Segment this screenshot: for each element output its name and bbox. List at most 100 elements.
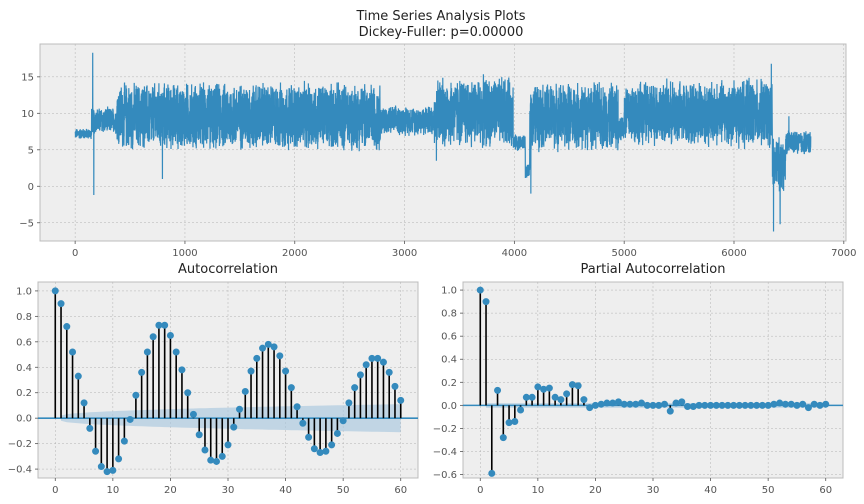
acf-stem-marker	[143, 348, 151, 356]
acf-stem-marker	[218, 452, 226, 460]
pacf-stem-marker	[563, 390, 571, 398]
acf-stem-marker	[195, 431, 203, 439]
pacf-stem-marker	[655, 401, 663, 409]
acf-stem-marker	[293, 403, 301, 411]
acf-y-tick-label: 0.4	[16, 363, 32, 374]
acf-stem-marker	[253, 354, 261, 362]
ts-x-tick-label: 1000	[172, 248, 197, 259]
acf-y-tick-label: −0.2	[8, 439, 32, 450]
pacf-stem-marker	[799, 400, 807, 408]
acf-stem-marker	[247, 367, 255, 375]
acf-stem-marker	[397, 396, 405, 404]
acf-stem-marker	[328, 441, 336, 449]
acf-y-tick-label: 1.0	[16, 286, 32, 297]
pacf-y-tick-label: 1.0	[441, 286, 457, 297]
acf-stem-marker	[155, 321, 163, 329]
ts-series-line	[74, 52, 812, 232]
acf-x-tick-label: 20	[164, 485, 177, 496]
acf-y-tick-label: 0.6	[16, 337, 32, 348]
pacf-y-tick-label: −0.4	[433, 447, 457, 458]
pacf-stem-marker	[597, 400, 605, 408]
ts-x-tick-label: 6000	[721, 248, 746, 259]
acf-axes: 0 10 20 30 40 50 60 −0.4 −0.2 0.0 0.2 0.4 0.6 0.8 1.0	[8, 281, 419, 496]
acf-stem-marker	[333, 429, 341, 437]
ts-y-tick-label: 15	[21, 72, 34, 83]
acf-stem-marker	[69, 348, 77, 356]
ts-x-tick-label: 2000	[282, 248, 307, 259]
main-title-line-2: Dickey-Fuller: p=0.00000	[358, 25, 524, 40]
pacf-stem-marker	[632, 400, 640, 408]
acf-stem-marker	[115, 455, 123, 463]
pacf-stem-marker	[488, 469, 496, 477]
acf-stem-marker	[236, 405, 244, 413]
acf-stem-marker	[92, 447, 100, 455]
pacf-stem-marker	[822, 400, 830, 408]
acf-stem-marker	[241, 387, 249, 395]
acf-stem-marker	[207, 456, 215, 464]
ts-x-tick-label: 3000	[392, 248, 417, 259]
acf-stem-marker	[287, 384, 295, 392]
acf-y-tick-label: 0.0	[16, 414, 32, 425]
pacf-stem-marker	[661, 400, 669, 408]
acf-stem-marker	[178, 366, 186, 374]
pacf-x-tick-label: 40	[704, 485, 717, 496]
acf-stem-marker	[166, 331, 174, 339]
pacf-stem-marker	[643, 401, 651, 409]
pacf-stem-marker	[689, 403, 697, 411]
pacf-stem-marker	[626, 400, 634, 408]
pacf-stem-marker	[753, 401, 761, 409]
pacf-x-tick-label: 20	[589, 485, 602, 496]
acf-stem-marker	[322, 447, 330, 455]
pacf-title: Partial Autocorrelation	[580, 262, 726, 277]
acf-stem-marker	[345, 399, 353, 407]
pacf-x-tick-label: 10	[531, 485, 544, 496]
acf-stem-marker	[379, 358, 387, 366]
pacf-stem-marker	[781, 400, 789, 408]
pacf-stem-marker	[517, 406, 525, 414]
acf-stem-marker	[282, 367, 290, 375]
ts-axes: 0 1000 2000 3000 4000 5000 6000 7000 −5 0 5 10 15	[19, 43, 857, 259]
acf-stem-marker	[270, 343, 278, 351]
main-title-line-1: Time Series Analysis Plots	[356, 9, 526, 24]
ts-y-tick-label: 5	[28, 145, 34, 156]
acf-stem-marker	[259, 344, 267, 352]
pacf-stem-marker	[580, 396, 588, 404]
acf-stem-marker	[126, 415, 134, 423]
acf-stem-marker	[138, 368, 146, 376]
pacf-stem-marker	[540, 385, 548, 393]
pacf-stem-marker	[724, 401, 732, 409]
pacf-stem-marker	[614, 398, 622, 406]
pacf-stem-marker	[499, 434, 507, 442]
pacf-stem-marker	[776, 399, 784, 407]
acf-stem-marker	[120, 437, 128, 445]
acf-stem-marker	[362, 361, 370, 369]
pacf-stem-marker	[522, 393, 530, 401]
pacf-stem-marker	[666, 407, 674, 415]
pacf-stem-marker	[707, 401, 715, 409]
pacf-stem-marker	[712, 401, 720, 409]
acf-stem-marker	[212, 457, 220, 465]
acf-x-tick-label: 40	[279, 485, 292, 496]
acf-stem-marker	[339, 417, 347, 425]
ts-y-tick-label: 0	[28, 182, 34, 193]
acf-x-tick-label: 10	[106, 485, 119, 496]
pacf-stem-marker	[804, 404, 812, 412]
pacf-stem-marker	[505, 419, 513, 427]
pacf-stem-marker	[764, 401, 772, 409]
acf-stem-marker	[172, 348, 180, 356]
ts-x-tick-label: 5000	[611, 248, 636, 259]
acf-y-tick-label: 0.8	[16, 312, 32, 323]
pacf-stem-marker	[695, 401, 703, 409]
pacf-stem-marker	[545, 384, 553, 392]
pacf-stem-marker	[637, 399, 645, 407]
pacf-stem-marker	[741, 401, 749, 409]
ts-y-tick-label: −5	[19, 218, 34, 229]
pacf-stem-marker	[476, 286, 484, 294]
pacf-stem-marker	[770, 400, 778, 408]
acf-x-tick-label: 0	[52, 485, 58, 496]
acf-stem-marker	[316, 449, 324, 457]
pacf-stem-marker	[609, 399, 617, 407]
pacf-axes: 0 10 20 30 40 50 60 −0.6 −0.4 −0.2 0.0 0.2 0.4 0.6 0.8…	[433, 281, 844, 496]
pacf-y-tick-label: 0.6	[441, 332, 457, 343]
